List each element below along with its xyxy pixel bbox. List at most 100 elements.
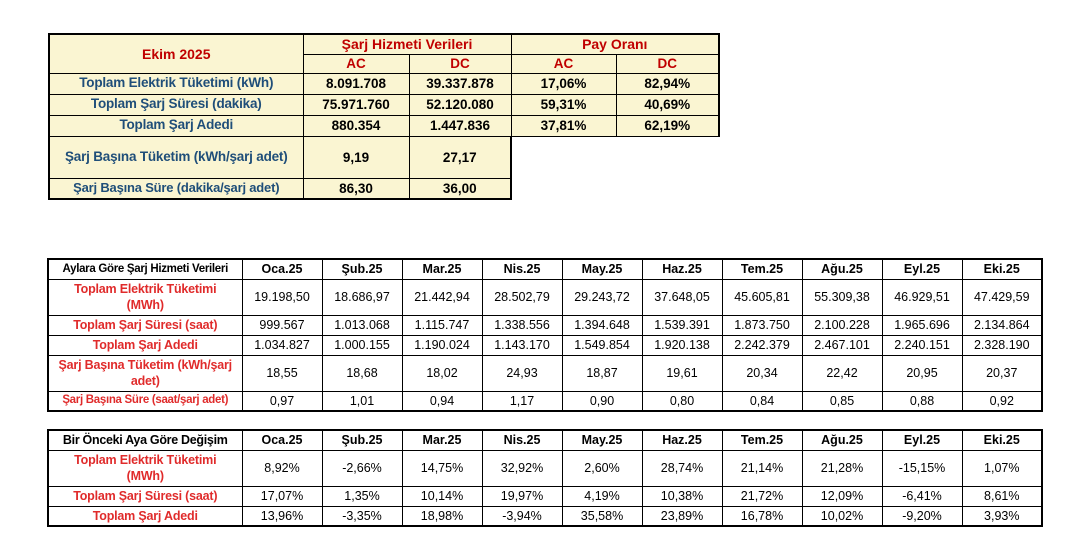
value-cell: 16,78% [721,505,803,527]
month-header: Haz.25 [641,429,723,451]
value-cell: 52.120.080 [408,93,512,116]
value-cell: 1.549.854 [561,334,643,356]
month-header: Eyl.25 [881,429,963,451]
value-cell: 0,88 [881,390,963,412]
month-header: Mar.25 [401,429,483,451]
value-cell: 23,89% [641,505,723,527]
subheader-ac: AC [302,53,410,74]
value-cell: -15,15% [881,449,963,487]
value-cell: 2.467.101 [801,334,883,356]
row-label: Toplam Şarj Süresi (saat) [47,314,243,336]
value-cell: 19,61 [641,354,723,392]
change-table: Bir Önceki Aya Göre Değişim Oca.25 Şub.25… [47,429,1043,527]
month-header: May.25 [561,429,643,451]
value-cell: 2.240.151 [881,334,963,356]
month-header: Nis.25 [481,258,563,280]
value-cell: -2,66% [321,449,403,487]
value-cell: 18,55 [241,354,323,392]
value-cell: 75.971.760 [302,93,410,116]
value-cell: 880.354 [302,114,410,137]
value-cell: 2.242.379 [721,334,803,356]
row-label: Şarj Başına Süre (dakika/şarj adet) [48,177,304,200]
row-label: Toplam Elektrik Tüketimi (MWh) [47,278,243,316]
value-cell: 13,96% [241,505,323,527]
row-label: Toplam Şarj Adedi [48,114,304,137]
value-cell: 27,17 [408,135,512,179]
month-header: Tem.25 [721,429,803,451]
subheader-dc: DC [408,53,512,74]
subheader-pay-ac: AC [510,53,617,74]
value-cell: 1,07% [961,449,1043,487]
value-cell: 28.502,79 [481,278,563,316]
value-cell: 18,87 [561,354,643,392]
value-cell: 8.091.708 [302,72,410,95]
value-cell: 82,94% [615,72,720,95]
value-cell: 19,97% [481,485,563,507]
value-cell: 46.929,51 [881,278,963,316]
monthly-table-title: Aylara Göre Şarj Hizmeti Verileri [47,258,243,280]
value-cell: 14,75% [401,449,483,487]
value-cell: 21,28% [801,449,883,487]
value-cell: 18,98% [401,505,483,527]
month-header: Mar.25 [401,258,483,280]
value-cell: 1,01 [321,390,403,412]
row-label: Toplam Şarj Adedi [47,334,243,356]
value-cell: 21,72% [721,485,803,507]
value-cell: 28,74% [641,449,723,487]
value-cell: 1.013.068 [321,314,403,336]
row-label: Toplam Elektrik Tüketimi (MWh) [47,449,243,487]
month-header: Oca.25 [241,258,323,280]
row-label: Toplam Elektrik Tüketimi (kWh) [48,72,304,95]
value-cell: 0,90 [561,390,643,412]
month-header: Nis.25 [481,429,563,451]
value-cell: -3,35% [321,505,403,527]
month-header: Haz.25 [641,258,723,280]
value-cell: 18,02 [401,354,483,392]
value-cell: 1.338.556 [481,314,563,336]
value-cell: 37,81% [510,114,617,137]
value-cell: 1,17 [481,390,563,412]
month-header: Şub.25 [321,429,403,451]
value-cell: 2.328.190 [961,334,1043,356]
value-cell: 62,19% [615,114,720,137]
value-cell: 12,09% [801,485,883,507]
row-label: Toplam Şarj Süresi (dakika) [48,93,304,116]
month-header: Eki.25 [961,258,1043,280]
row-label: Şarj Başına Süre (saat/şarj adet) [47,390,243,412]
value-cell: 1.965.696 [881,314,963,336]
value-cell: 1.539.391 [641,314,723,336]
value-cell: 0,85 [801,390,883,412]
value-cell: 999.567 [241,314,323,336]
value-cell: 59,31% [510,93,617,116]
value-cell: 1.873.750 [721,314,803,336]
value-cell: 1,35% [321,485,403,507]
value-cell: -6,41% [881,485,963,507]
row-label: Toplam Şarj Süresi (saat) [47,485,243,507]
value-cell: 1.000.155 [321,334,403,356]
value-cell: 21.442,94 [401,278,483,316]
value-cell: 29.243,72 [561,278,643,316]
value-cell: 86,30 [302,177,410,200]
value-cell: 18,68 [321,354,403,392]
value-cell: 17,06% [510,72,617,95]
month-header: Ağu.25 [801,429,883,451]
month-header: Eki.25 [961,429,1043,451]
value-cell: 18.686,97 [321,278,403,316]
value-cell: 20,95 [881,354,963,392]
month-header: Eyl.25 [881,258,963,280]
value-cell: 2,60% [561,449,643,487]
value-cell: -9,20% [881,505,963,527]
value-cell: 35,58% [561,505,643,527]
value-cell: 10,02% [801,505,883,527]
value-cell: 1.447.836 [408,114,512,137]
value-cell: 0,92 [961,390,1043,412]
value-cell: 24,93 [481,354,563,392]
value-cell: 47.429,59 [961,278,1043,316]
value-cell: -3,94% [481,505,563,527]
value-cell: 10,14% [401,485,483,507]
value-cell: 0,94 [401,390,483,412]
month-header: Oca.25 [241,429,323,451]
group-header-charging-data: Şarj Hizmeti Verileri [302,33,512,55]
value-cell: 20,34 [721,354,803,392]
